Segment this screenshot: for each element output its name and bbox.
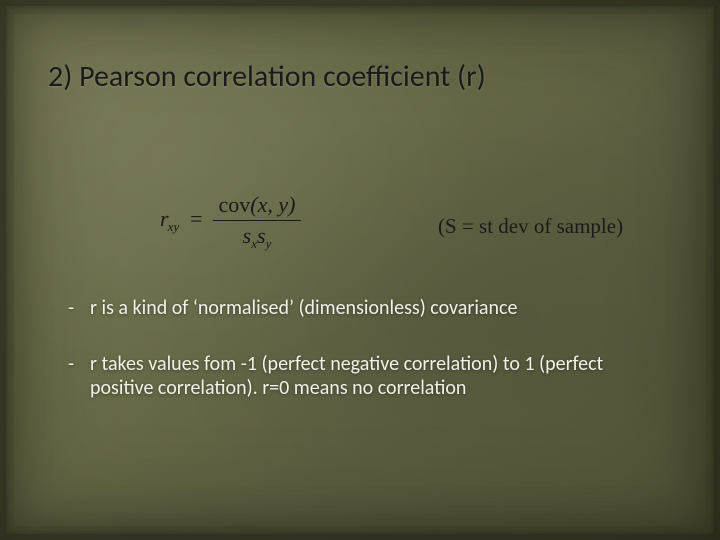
formula-fraction: cov(x, y) sxsy — [213, 192, 302, 249]
slide-container: 2) Pearson correlation coefficient (r) r… — [0, 0, 720, 540]
formula-equals: = — [190, 206, 202, 232]
bullet-list: r is a kind of ‘normalised’ (dimensionle… — [62, 296, 660, 432]
formula-den-s2: s — [257, 223, 266, 248]
list-item: r is a kind of ‘normalised’ (dimensionle… — [62, 296, 660, 320]
slide-title: 2) Pearson correlation coefficient (r) — [48, 58, 486, 95]
formula-lhs: rxy — [160, 206, 180, 232]
side-note: (S = st dev of sample) — [438, 214, 623, 239]
formula-num-args: (x, y) — [250, 192, 295, 217]
formula-denominator: sxsy — [243, 221, 272, 249]
formula-numerator: cov(x, y) — [213, 192, 302, 221]
formula-lhs-sub: xy — [168, 219, 180, 234]
formula-den-s2-sub: y — [266, 236, 272, 251]
formula-den-s1-sub: x — [251, 236, 257, 251]
formula-num-func: cov — [219, 192, 251, 217]
formula: rxy = cov(x, y) sxsy — [160, 190, 301, 247]
formula-den-s1: s — [243, 223, 252, 248]
list-item: r takes values fom -1 (perfect negative … — [62, 352, 660, 400]
